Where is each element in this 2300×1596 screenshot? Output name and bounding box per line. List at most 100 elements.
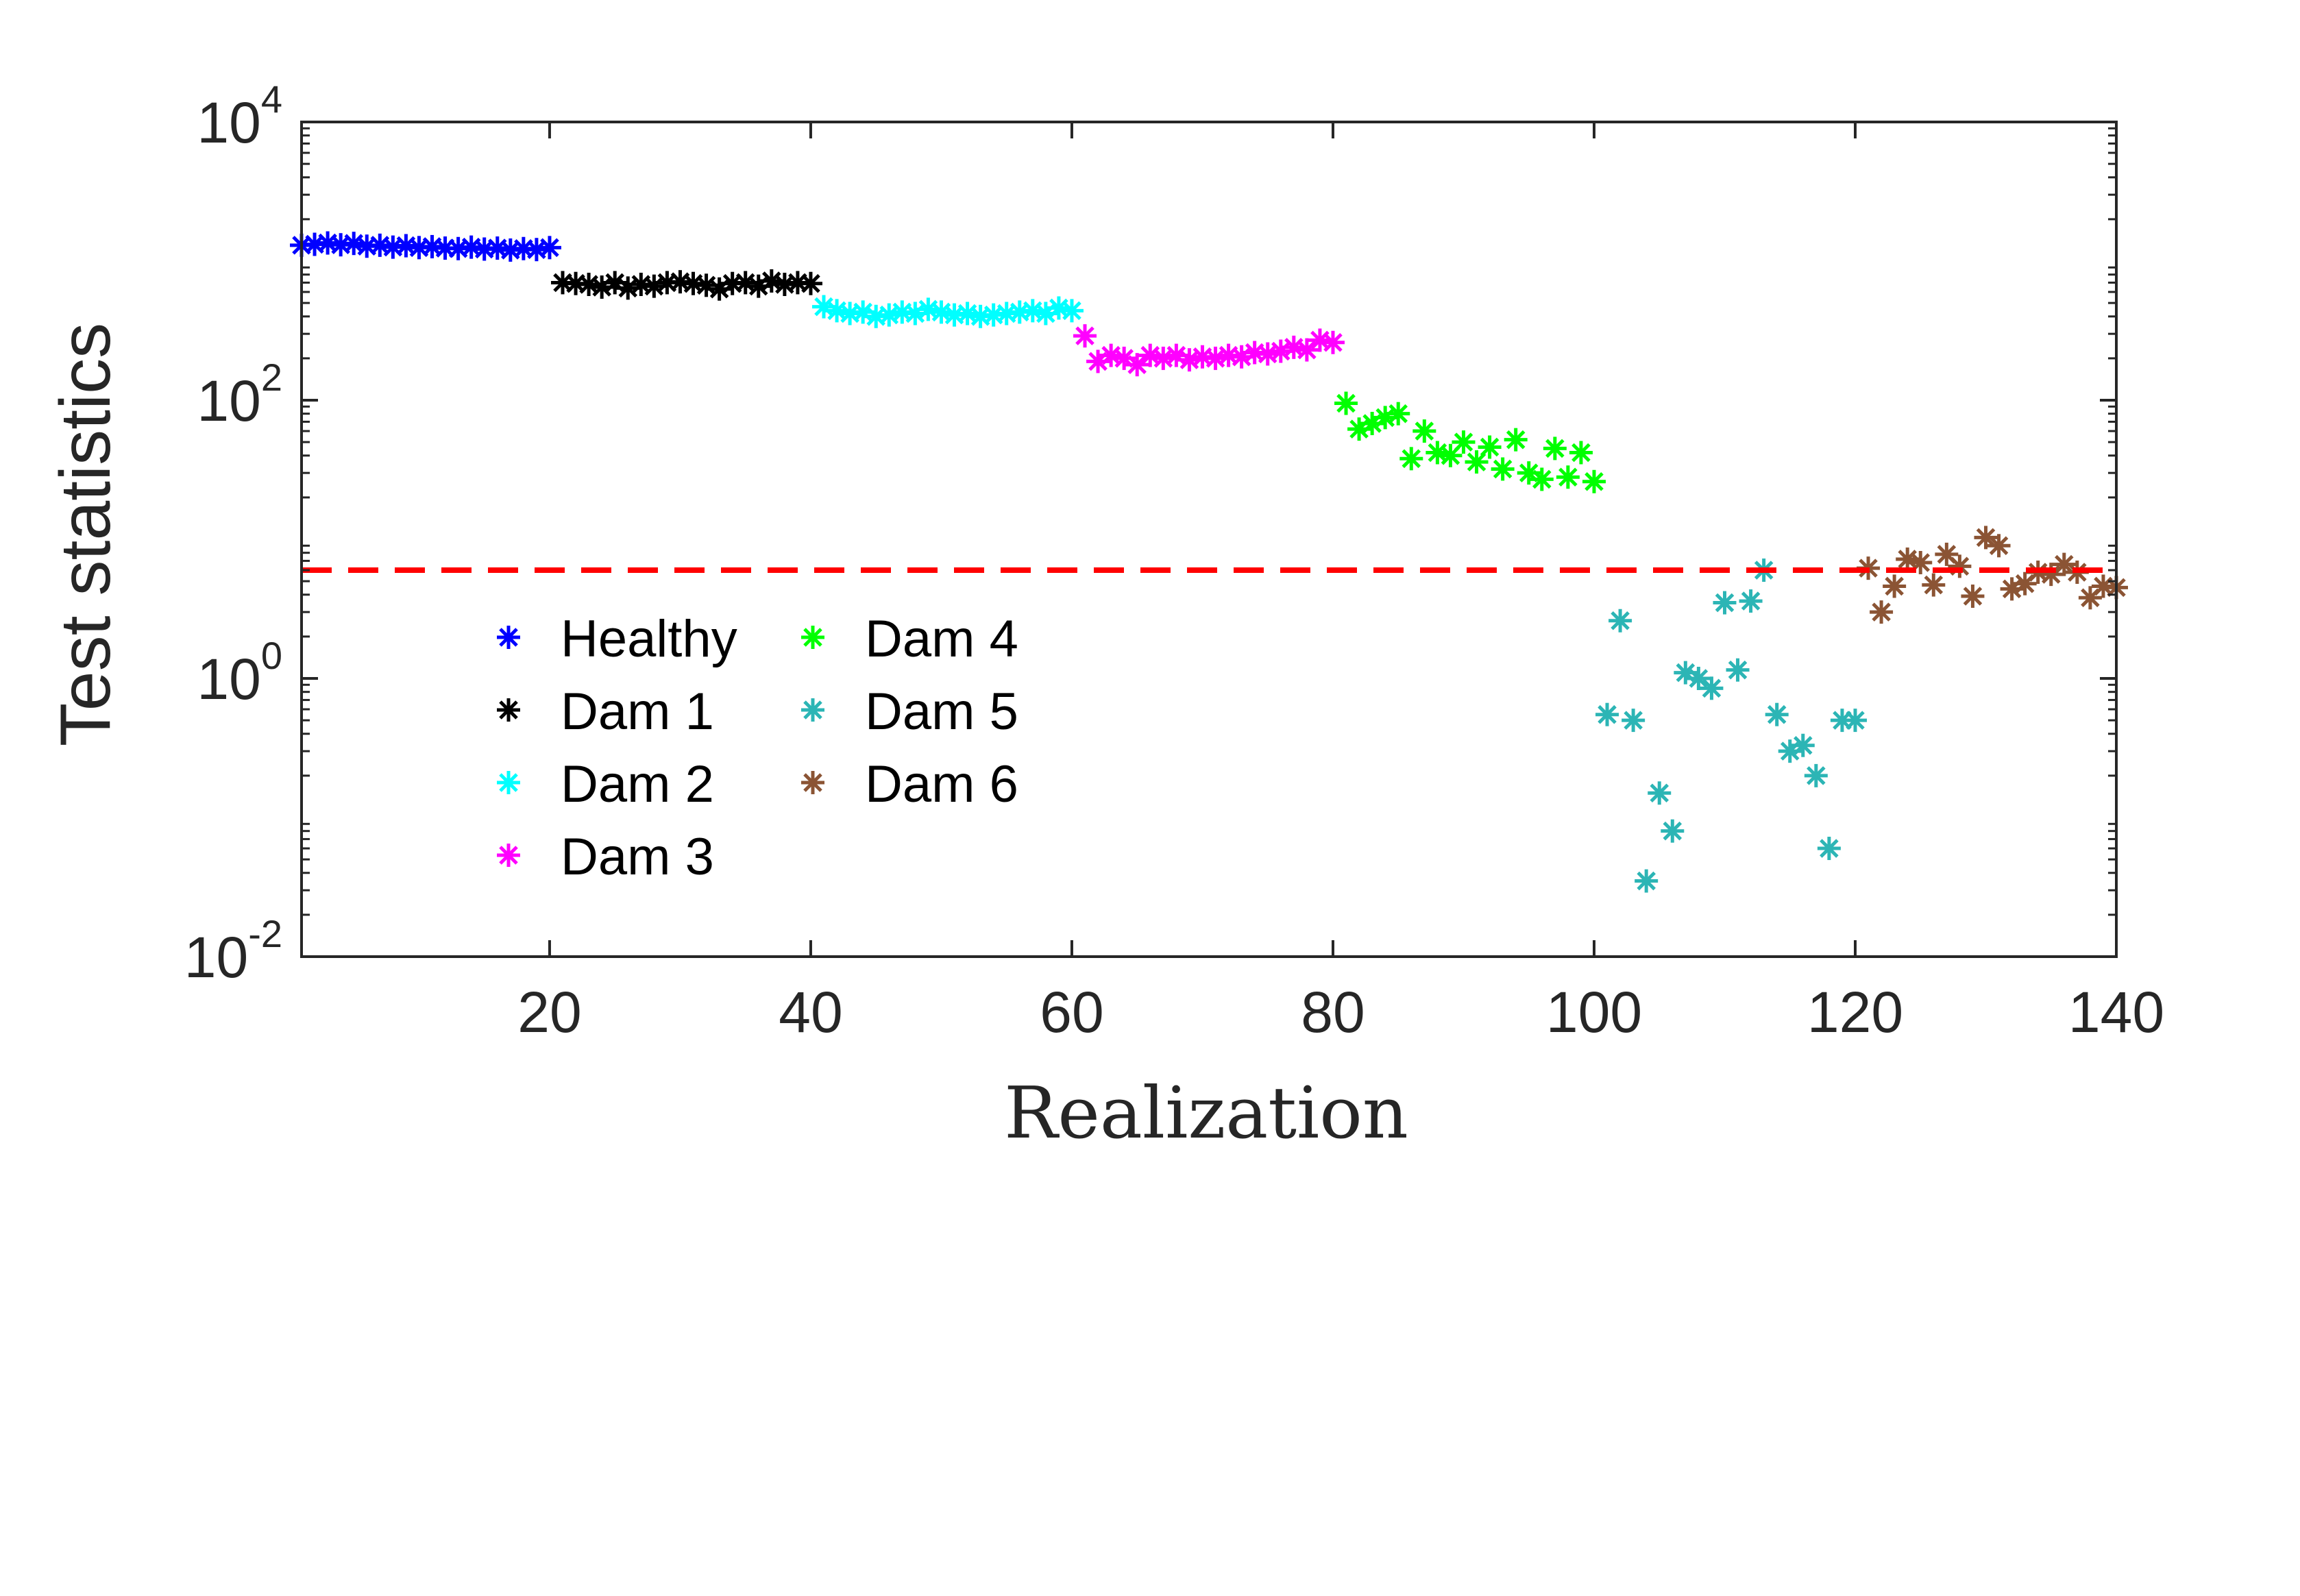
data-point	[511, 236, 535, 260]
series-dam-2	[812, 295, 1084, 328]
data-point	[2039, 563, 2063, 587]
series-dam-4	[1334, 391, 1606, 493]
data-point	[1478, 435, 1502, 459]
data-point	[1765, 702, 1789, 726]
data-point	[316, 231, 340, 255]
data-point	[1843, 709, 1867, 733]
legend-label: Healthy	[561, 610, 737, 668]
data-point	[342, 232, 366, 256]
legend-marker	[801, 626, 824, 649]
data-point	[1648, 781, 1672, 805]
data-point	[1556, 465, 1580, 489]
legend-marker	[801, 771, 824, 794]
legend-marker	[497, 844, 520, 867]
x-tick-label: 140	[2068, 980, 2164, 1044]
data-point	[1595, 702, 1619, 726]
data-point	[1125, 353, 1149, 377]
x-tick-label: 80	[1301, 980, 1365, 1044]
legend-item: Dam 1	[497, 683, 714, 741]
data-point	[1987, 534, 2011, 558]
legend-marker	[497, 771, 520, 794]
data-point	[1713, 591, 1737, 615]
series-dam-6	[1857, 526, 2128, 624]
legend-label: Dam 4	[865, 610, 1018, 668]
data-point	[1622, 709, 1646, 733]
x-tick-label: 40	[779, 980, 842, 1044]
data-point	[1870, 600, 1894, 624]
legend-label: Dam 1	[561, 683, 714, 741]
series-dam-3	[1073, 324, 1345, 377]
plot-area	[290, 231, 2128, 893]
y-tick-label: 102	[197, 356, 282, 433]
data-point	[1060, 299, 1084, 323]
data-point	[681, 271, 705, 295]
series-dam-5	[1595, 558, 1867, 893]
data-point	[616, 276, 640, 300]
data-point	[668, 270, 692, 294]
data-point	[1922, 573, 1946, 597]
data-point	[1608, 609, 1632, 633]
data-point	[1491, 457, 1515, 481]
data-point	[1452, 430, 1476, 454]
data-point	[537, 236, 561, 260]
data-point	[2052, 552, 2076, 576]
legend-label: Dam 5	[865, 683, 1018, 741]
legend-label: Dam 3	[561, 828, 714, 886]
axes: 20 40 60 80 100 120 140 10-2 100 102 104	[184, 77, 2164, 1044]
data-point	[1399, 447, 1423, 471]
data-point	[1791, 733, 1815, 757]
legend-item: Dam 4	[801, 610, 1018, 668]
legend-item: Healthy	[497, 610, 737, 668]
data-point	[1321, 330, 1345, 354]
data-point	[1073, 324, 1097, 348]
legend-label: Dam 2	[561, 755, 714, 813]
x-tick-label: 20	[517, 980, 581, 1044]
x-tick-label: 100	[1546, 980, 1642, 1044]
y-tick-label: 10-2	[184, 912, 282, 990]
data-point	[1661, 819, 1685, 843]
legend-item: Dam 3	[497, 828, 714, 886]
legend-marker	[497, 698, 520, 722]
x-tick-label: 60	[1040, 980, 1103, 1044]
axes-box	[300, 121, 2118, 958]
data-point	[1295, 338, 1319, 362]
x-tick-label: 120	[1807, 980, 1903, 1044]
data-point	[1961, 585, 1985, 609]
data-point	[1687, 667, 1711, 690]
legend-item: Dam 5	[801, 683, 1018, 741]
data-point	[798, 271, 822, 295]
data-point	[1804, 763, 1828, 787]
data-point	[1700, 676, 1724, 700]
data-point	[1530, 467, 1554, 491]
y-axis-label: Test statistics	[46, 323, 125, 746]
data-point	[1569, 441, 1593, 465]
legend-marker	[497, 626, 520, 649]
data-point	[1334, 391, 1358, 415]
data-point	[1543, 437, 1567, 461]
legend-item: Dam 6	[801, 755, 1018, 813]
legend-marker	[801, 698, 824, 722]
legend-item: Dam 2	[497, 755, 714, 813]
data-point	[1974, 526, 1998, 550]
y-tick-label: 104	[197, 77, 282, 155]
legend: Healthy Dam 1 Dam 2 Dam 3 Dam 4 Dam 5 Dam 6	[497, 610, 1018, 886]
data-point	[1282, 335, 1306, 359]
data-point	[1386, 402, 1410, 426]
data-point	[1948, 554, 1972, 578]
data-point	[1582, 469, 1606, 493]
x-axis-label: Realization	[1004, 1071, 1408, 1155]
data-point	[1465, 450, 1489, 474]
data-point	[851, 300, 875, 324]
data-point	[694, 273, 718, 297]
y-tick-label: 100	[197, 634, 282, 711]
data-point	[1817, 837, 1841, 861]
data-point	[1504, 428, 1528, 452]
data-point	[1883, 574, 1907, 598]
data-point	[1726, 658, 1750, 682]
data-point	[1635, 869, 1659, 893]
data-point	[1151, 346, 1175, 370]
legend-label: Dam 6	[865, 755, 1018, 813]
series-dam-1	[551, 269, 822, 301]
data-point	[1412, 419, 1436, 443]
